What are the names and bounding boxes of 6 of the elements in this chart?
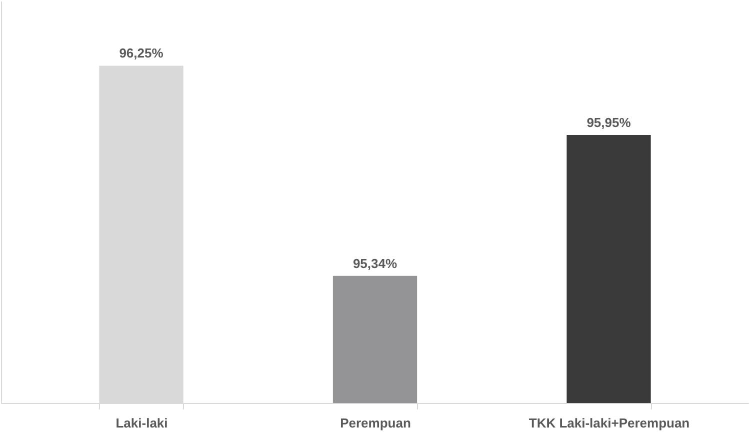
x-tick-label: Laki-laki bbox=[116, 416, 168, 430]
data-label: 95,34% bbox=[352, 256, 398, 271]
x-tick-label: TKK Laki-laki+Perempuan bbox=[528, 416, 690, 430]
data-label: 95,95% bbox=[586, 115, 632, 130]
x-tick-label: Perempuan bbox=[340, 416, 411, 430]
data-label: 96,25% bbox=[119, 46, 164, 61]
